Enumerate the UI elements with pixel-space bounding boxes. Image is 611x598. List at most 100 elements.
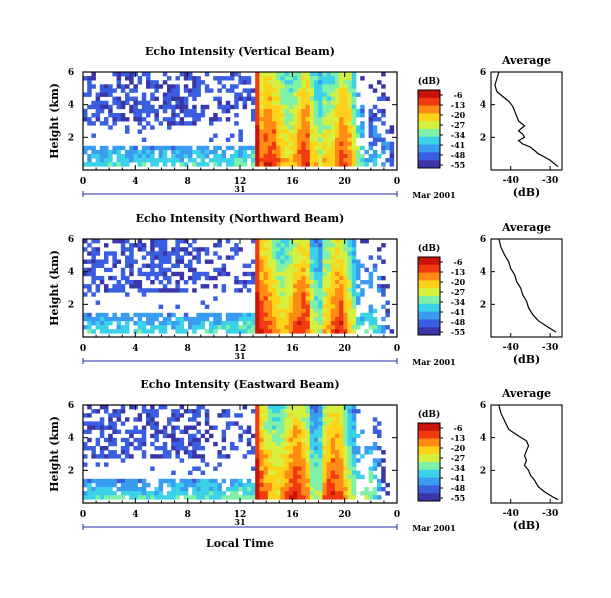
heatmap-cell (234, 329, 239, 334)
heatmap-cell (293, 88, 298, 93)
heatmap-cell (120, 275, 126, 281)
heatmap-cell (129, 80, 134, 85)
heatmap-cell (91, 409, 96, 414)
heatmap-cell (322, 466, 327, 471)
heatmap-cell (150, 316, 155, 322)
heatmap-cell (192, 239, 197, 244)
heatmap-cell (276, 458, 281, 463)
heatmap-cell (330, 121, 336, 126)
heatmap-cell (192, 329, 197, 334)
heatmap-cell (234, 247, 239, 252)
heatmap-cell (246, 80, 252, 85)
heatmap-cell (322, 113, 327, 118)
heatmap-cell (162, 288, 168, 293)
heatmap-cell (171, 251, 176, 256)
heatmap-cell (137, 288, 143, 293)
heatmap-cell (288, 433, 294, 439)
heatmap-cell (154, 117, 159, 122)
heatmap-cell (305, 239, 311, 244)
heatmap-cell (364, 487, 369, 492)
heatmap-cell (343, 433, 348, 439)
heatmap-cell (368, 117, 374, 122)
heatmap-cell (318, 462, 323, 467)
heatmap-cell (293, 437, 298, 443)
heatmap-cell (272, 162, 277, 167)
heatmap-cell (284, 72, 290, 77)
heatmap-cell (297, 405, 302, 410)
heatmap-cell (314, 325, 319, 330)
colorbar-label: -13 (451, 433, 466, 443)
heatmap-cell (112, 96, 117, 101)
heatmap-cell (108, 251, 113, 256)
heatmap-cell (125, 76, 130, 81)
heatmap-cell (326, 487, 332, 492)
colorbar-unit: (dB) (418, 409, 440, 420)
heatmap-cell (259, 255, 264, 260)
heatmap-cell (293, 470, 298, 475)
heatmap-cell (326, 263, 332, 268)
heatmap-cell (276, 117, 281, 122)
heatmap-cell (263, 145, 269, 151)
heatmap-cell (263, 450, 269, 455)
heatmap-cell (322, 478, 327, 484)
heatmap-cell (343, 495, 348, 500)
heatmap-cell (377, 329, 382, 334)
heatmap-cell (175, 325, 180, 330)
heatmap-cell (259, 263, 264, 268)
heatmap-cell (238, 482, 243, 488)
heatmap-cell (326, 92, 332, 97)
heatmap-cell (108, 154, 113, 159)
heatmap-cell (259, 129, 264, 134)
heatmap-cell (99, 429, 105, 434)
heatmap-cell (120, 329, 126, 334)
heatmap-cell (335, 292, 340, 297)
heatmap-cell (246, 88, 252, 93)
heatmap-cell (351, 413, 357, 418)
heatmap-cell (360, 312, 365, 318)
heatmap-cell (305, 247, 311, 252)
heatmap-cell (120, 288, 126, 293)
heatmap-cell (335, 409, 340, 414)
heatmap-cell (284, 88, 290, 93)
heatmap-cell (280, 325, 285, 330)
heatmap-cell (120, 316, 126, 322)
heatmap-cell (276, 325, 281, 330)
heatmap-cell (150, 149, 155, 155)
heatmap-cell (158, 255, 164, 260)
heatmap-cell (238, 329, 243, 334)
heatmap-cell (288, 154, 294, 159)
heatmap-cell (272, 113, 277, 118)
heatmap-cell (364, 162, 369, 167)
heatmap-cell (179, 247, 185, 252)
x-tick-label: 0 (394, 510, 400, 520)
heatmap-cell (251, 145, 256, 151)
y-axis-label: Height (km) (48, 83, 61, 159)
heatmap-cell (347, 255, 353, 260)
heatmap-cell (326, 325, 332, 330)
heatmap-cell (196, 441, 201, 447)
heatmap-cell (196, 247, 201, 252)
heatmap-cell (263, 429, 269, 434)
heatmap-cell (167, 251, 172, 256)
heatmap-cell (267, 263, 273, 268)
heatmap-cell (301, 454, 306, 459)
heatmap-cell (318, 417, 323, 422)
heatmap-cell (267, 329, 273, 334)
heatmap-cell (83, 495, 88, 500)
heatmap-cell (309, 450, 315, 455)
heatmap-cell (356, 259, 361, 264)
heatmap-cell (322, 275, 327, 281)
heatmap-cell (112, 316, 117, 322)
heatmap-cell (272, 92, 277, 97)
heatmap-cell (255, 72, 260, 77)
heatmap-cell (154, 409, 159, 414)
heatmap-cell (272, 308, 277, 314)
heatmap-cell (326, 405, 332, 410)
heatmap-cell (351, 145, 357, 151)
heatmap-cell (326, 162, 332, 167)
heatmap-cell (225, 454, 231, 459)
heatmap-cell (146, 76, 151, 81)
heatmap-cell (322, 417, 327, 422)
heatmap-cell (351, 441, 357, 447)
heatmap-cell (335, 466, 340, 471)
